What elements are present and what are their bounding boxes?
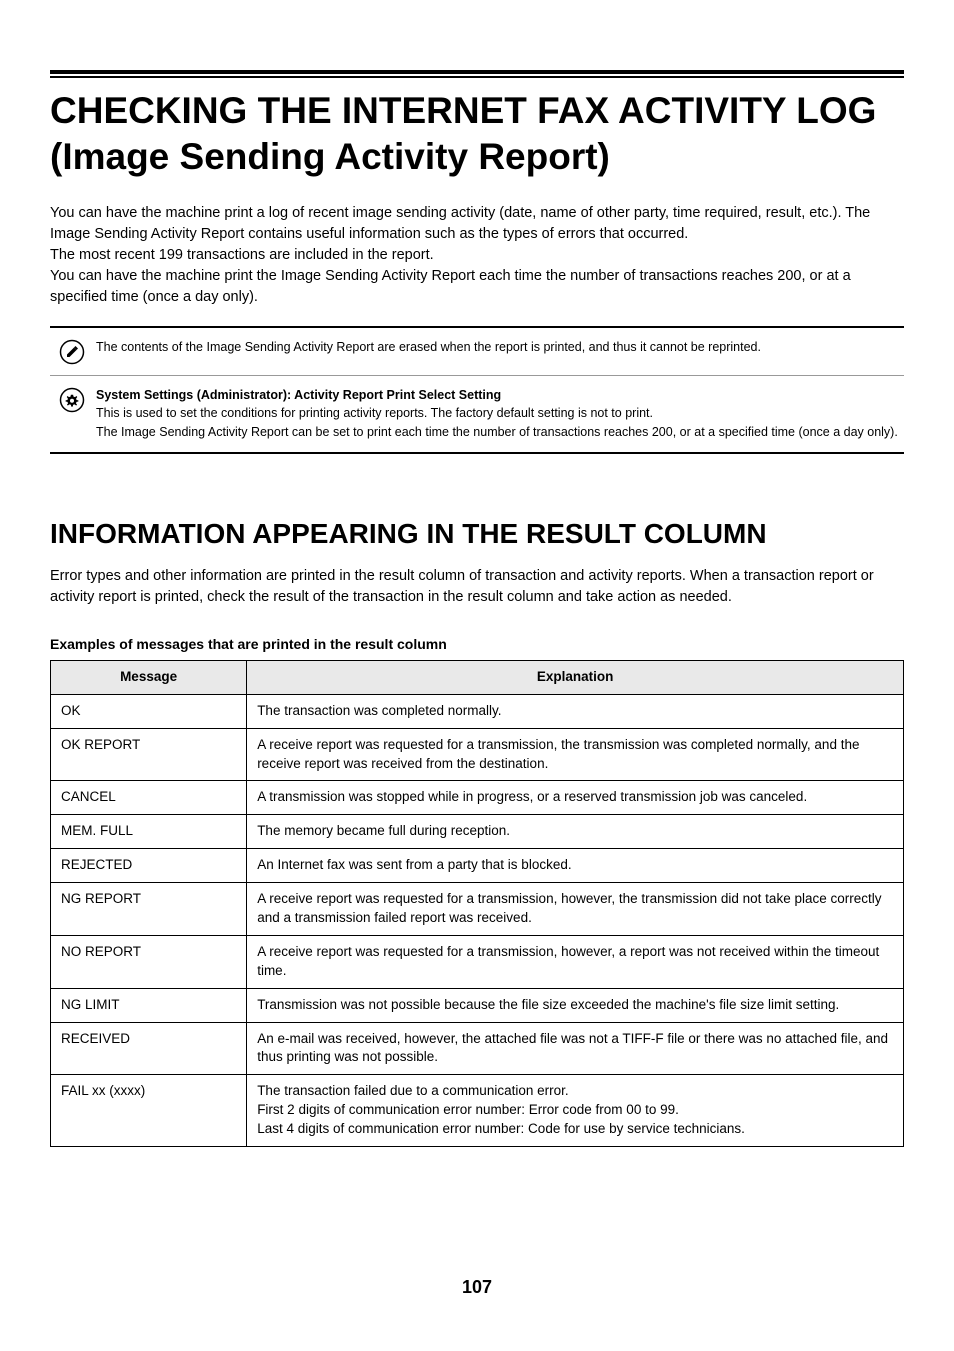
- table-body: OKThe transaction was completed normally…: [51, 694, 904, 1146]
- message-cell: NG REPORT: [51, 883, 247, 936]
- table-row: OK REPORTA receive report was requested …: [51, 728, 904, 781]
- table-row: REJECTEDAn Internet fax was sent from a …: [51, 849, 904, 883]
- explanation-cell: The transaction failed due to a communic…: [247, 1075, 904, 1147]
- explanation-cell: An Internet fax was sent from a party th…: [247, 849, 904, 883]
- message-cell: OK REPORT: [51, 728, 247, 781]
- explanation-cell: A transmission was stopped while in prog…: [247, 781, 904, 815]
- section-heading: INFORMATION APPEARING IN THE RESULT COLU…: [50, 518, 904, 550]
- top-rule: [50, 70, 904, 78]
- note-text: System Settings (Administrator): Activit…: [90, 386, 900, 442]
- message-cell: MEM. FULL: [51, 815, 247, 849]
- section-intro: Error types and other information are pr…: [50, 566, 904, 608]
- explanation-cell: A receive report was requested for a tra…: [247, 728, 904, 781]
- message-cell: NG LIMIT: [51, 988, 247, 1022]
- explanation-cell: The transaction was completed normally.: [247, 694, 904, 728]
- table-row: CANCELA transmission was stopped while i…: [51, 781, 904, 815]
- table-row: RECEIVEDAn e-mail was received, however,…: [51, 1022, 904, 1075]
- gear-circle-icon: [54, 386, 90, 413]
- table-row: NG LIMITTransmission was not possible be…: [51, 988, 904, 1022]
- explanation-cell: Transmission was not possible because th…: [247, 988, 904, 1022]
- message-cell: REJECTED: [51, 849, 247, 883]
- explanation-cell: A receive report was requested for a tra…: [247, 883, 904, 936]
- note-line: System Settings (Administrator): Activit…: [96, 386, 900, 405]
- result-messages-table: Message Explanation OKThe transaction wa…: [50, 660, 904, 1147]
- note-line: This is used to set the conditions for p…: [96, 404, 900, 423]
- explanation-cell: A receive report was requested for a tra…: [247, 935, 904, 988]
- message-cell: RECEIVED: [51, 1022, 247, 1075]
- table-header-explanation: Explanation: [247, 660, 904, 694]
- message-cell: OK: [51, 694, 247, 728]
- explanation-cell: The memory became full during reception.: [247, 815, 904, 849]
- gear-circle-icon: [59, 387, 85, 413]
- note-row: System Settings (Administrator): Activit…: [50, 375, 904, 452]
- table-row: NG REPORTA receive report was requested …: [51, 883, 904, 936]
- message-cell: FAIL xx (xxxx): [51, 1075, 247, 1147]
- notes-block: The contents of the Image Sending Activi…: [50, 326, 904, 454]
- intro-paragraph: You can have the machine print a log of …: [50, 203, 904, 308]
- note-row: The contents of the Image Sending Activi…: [50, 328, 904, 375]
- note-line: The contents of the Image Sending Activi…: [96, 338, 900, 357]
- explanation-cell: An e-mail was received, however, the att…: [247, 1022, 904, 1075]
- page-number: 107: [50, 1277, 904, 1298]
- message-cell: CANCEL: [51, 781, 247, 815]
- note-line: The Image Sending Activity Report can be…: [96, 423, 900, 442]
- table-header-message: Message: [51, 660, 247, 694]
- table-row: NO REPORTA receive report was requested …: [51, 935, 904, 988]
- table-row: OKThe transaction was completed normally…: [51, 694, 904, 728]
- pencil-circle-icon: [54, 338, 90, 365]
- note-text: The contents of the Image Sending Activi…: [90, 338, 900, 357]
- pencil-circle-icon: [59, 339, 85, 365]
- message-cell: NO REPORT: [51, 935, 247, 988]
- table-row: FAIL xx (xxxx)The transaction failed due…: [51, 1075, 904, 1147]
- table-row: MEM. FULLThe memory became full during r…: [51, 815, 904, 849]
- page-title: CHECKING THE INTERNET FAX ACTIVITY LOG (…: [50, 88, 904, 181]
- table-caption: Examples of messages that are printed in…: [50, 636, 904, 652]
